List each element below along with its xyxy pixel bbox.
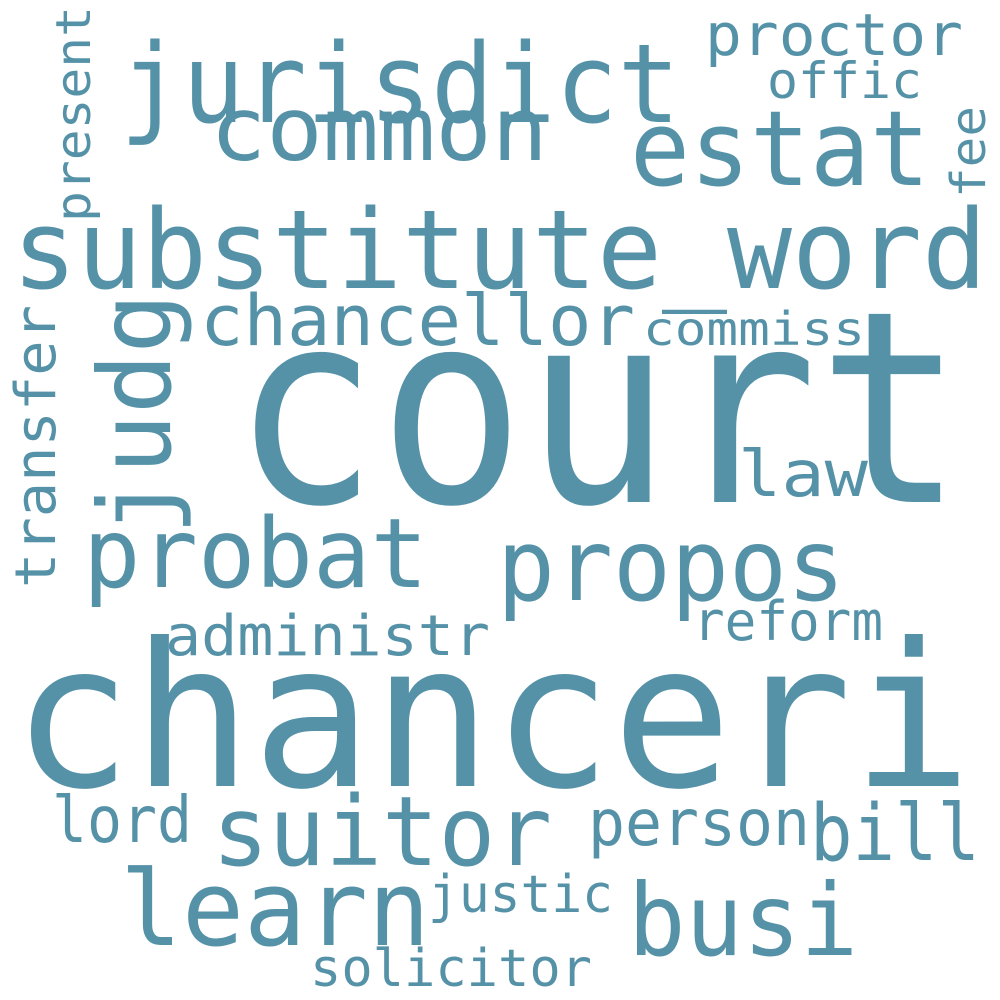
word-busi: busi <box>628 862 858 979</box>
word-offic: offic <box>767 52 922 110</box>
word-solicitor: solicitor <box>310 939 592 999</box>
word-estat: estat <box>630 88 930 210</box>
word-bill: bill <box>810 789 980 879</box>
word-common: common <box>210 78 548 181</box>
word-jurisdict: jurisdict <box>120 20 680 148</box>
word-chancellor: chancellor <box>200 280 635 362</box>
word-propos: propos <box>497 507 845 624</box>
word-court: court <box>232 254 964 566</box>
word-present: present <box>46 6 102 222</box>
word-reform: reform <box>693 590 883 653</box>
word-chanceri: chanceri <box>12 601 972 834</box>
word-suitor: suitor <box>212 776 552 888</box>
word-substitute-word: substitute_word <box>12 186 987 314</box>
word-probat: probat <box>83 498 428 610</box>
word-judg: judg <box>77 293 194 535</box>
word-fee: fee <box>941 106 997 198</box>
word-law: law <box>738 438 869 512</box>
word-justic: justic <box>428 865 613 925</box>
word-transfer: transfer <box>4 305 69 588</box>
word-lord: lord <box>52 784 192 858</box>
word-learn: learn <box>120 848 430 970</box>
word-commiss: commiss <box>643 302 865 356</box>
word-person: person <box>588 787 810 861</box>
word-proctor: proctor <box>705 1 963 69</box>
word-administr: administr <box>165 604 490 669</box>
